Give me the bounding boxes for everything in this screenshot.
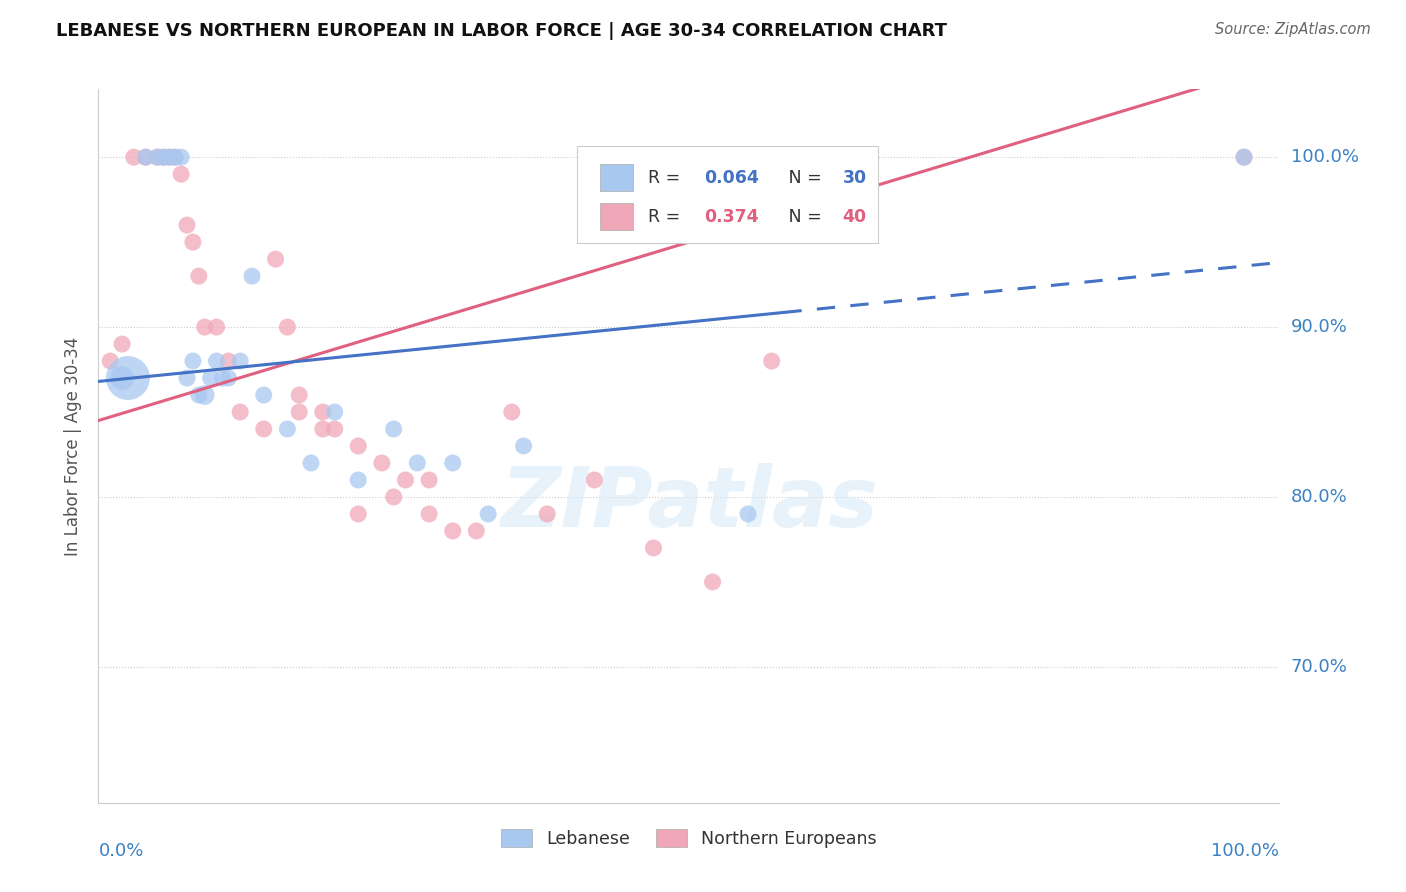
Point [111, 337, 134, 351]
Point [323, 405, 346, 419]
Point [501, 405, 523, 419]
Text: 0.0%: 0.0% [98, 842, 143, 860]
Point [418, 473, 440, 487]
Point [465, 524, 488, 538]
Point [536, 507, 558, 521]
Text: 80.0%: 80.0% [1291, 488, 1347, 506]
Point [1233, 150, 1256, 164]
Point [157, 150, 180, 164]
Point [152, 150, 174, 164]
Point [135, 150, 157, 164]
Point [170, 150, 193, 164]
Point [371, 456, 394, 470]
Point [146, 150, 169, 164]
Point [211, 371, 233, 385]
Point [477, 507, 499, 521]
Point [323, 422, 346, 436]
Point [276, 422, 298, 436]
Point [288, 388, 311, 402]
Point [229, 354, 252, 368]
Y-axis label: In Labor Force | Age 30-34: In Labor Force | Age 30-34 [65, 336, 83, 556]
FancyBboxPatch shape [600, 163, 634, 191]
Point [288, 405, 311, 419]
Point [276, 320, 298, 334]
Point [240, 269, 263, 284]
Point [165, 150, 187, 164]
Point [312, 405, 335, 419]
Text: R =: R = [648, 209, 685, 227]
Point [394, 473, 416, 487]
Point [205, 354, 228, 368]
Point [165, 150, 187, 164]
Point [382, 490, 405, 504]
Text: 100.0%: 100.0% [1212, 842, 1279, 860]
Point [418, 507, 440, 521]
Point [347, 473, 370, 487]
Point [264, 252, 287, 266]
Point [217, 371, 239, 385]
Point [111, 371, 134, 385]
Point [512, 439, 534, 453]
Point [702, 574, 724, 589]
Point [347, 507, 370, 521]
Text: Source: ZipAtlas.com: Source: ZipAtlas.com [1215, 22, 1371, 37]
Point [170, 167, 193, 181]
Point [299, 456, 322, 470]
Text: N =: N = [772, 209, 827, 227]
Point [187, 269, 209, 284]
Point [441, 456, 464, 470]
FancyBboxPatch shape [600, 203, 634, 230]
Text: R =: R = [648, 169, 685, 187]
FancyBboxPatch shape [576, 146, 877, 243]
Text: 90.0%: 90.0% [1291, 318, 1347, 336]
Point [176, 371, 198, 385]
Point [229, 405, 252, 419]
Point [98, 354, 121, 368]
Point [1233, 150, 1256, 164]
Point [187, 388, 209, 402]
Point [194, 320, 217, 334]
Text: 30: 30 [842, 169, 866, 187]
Point [157, 150, 180, 164]
Point [200, 371, 222, 385]
Point [737, 507, 759, 521]
Text: 0.064: 0.064 [704, 169, 759, 187]
Text: ZIPatlas: ZIPatlas [501, 463, 877, 543]
Point [761, 354, 783, 368]
Point [253, 388, 276, 402]
Point [312, 422, 335, 436]
Point [152, 150, 174, 164]
Point [181, 235, 204, 249]
Point [406, 456, 429, 470]
Point [194, 388, 217, 402]
Point [583, 473, 606, 487]
Point [441, 524, 464, 538]
Point [146, 150, 169, 164]
Text: 100.0%: 100.0% [1291, 148, 1358, 166]
Legend: Lebanese, Northern Europeans: Lebanese, Northern Europeans [494, 822, 884, 855]
Text: 70.0%: 70.0% [1291, 658, 1347, 676]
Point [176, 218, 198, 232]
Text: 0.374: 0.374 [704, 209, 759, 227]
Point [117, 371, 139, 385]
Text: LEBANESE VS NORTHERN EUROPEAN IN LABOR FORCE | AGE 30-34 CORRELATION CHART: LEBANESE VS NORTHERN EUROPEAN IN LABOR F… [56, 22, 948, 40]
Text: N =: N = [772, 169, 827, 187]
Point [347, 439, 370, 453]
Text: 40: 40 [842, 209, 866, 227]
Point [253, 422, 276, 436]
Point [643, 541, 665, 555]
Point [135, 150, 157, 164]
Point [181, 354, 204, 368]
Point [217, 354, 239, 368]
Point [382, 422, 405, 436]
Point [122, 150, 145, 164]
Point [205, 320, 228, 334]
